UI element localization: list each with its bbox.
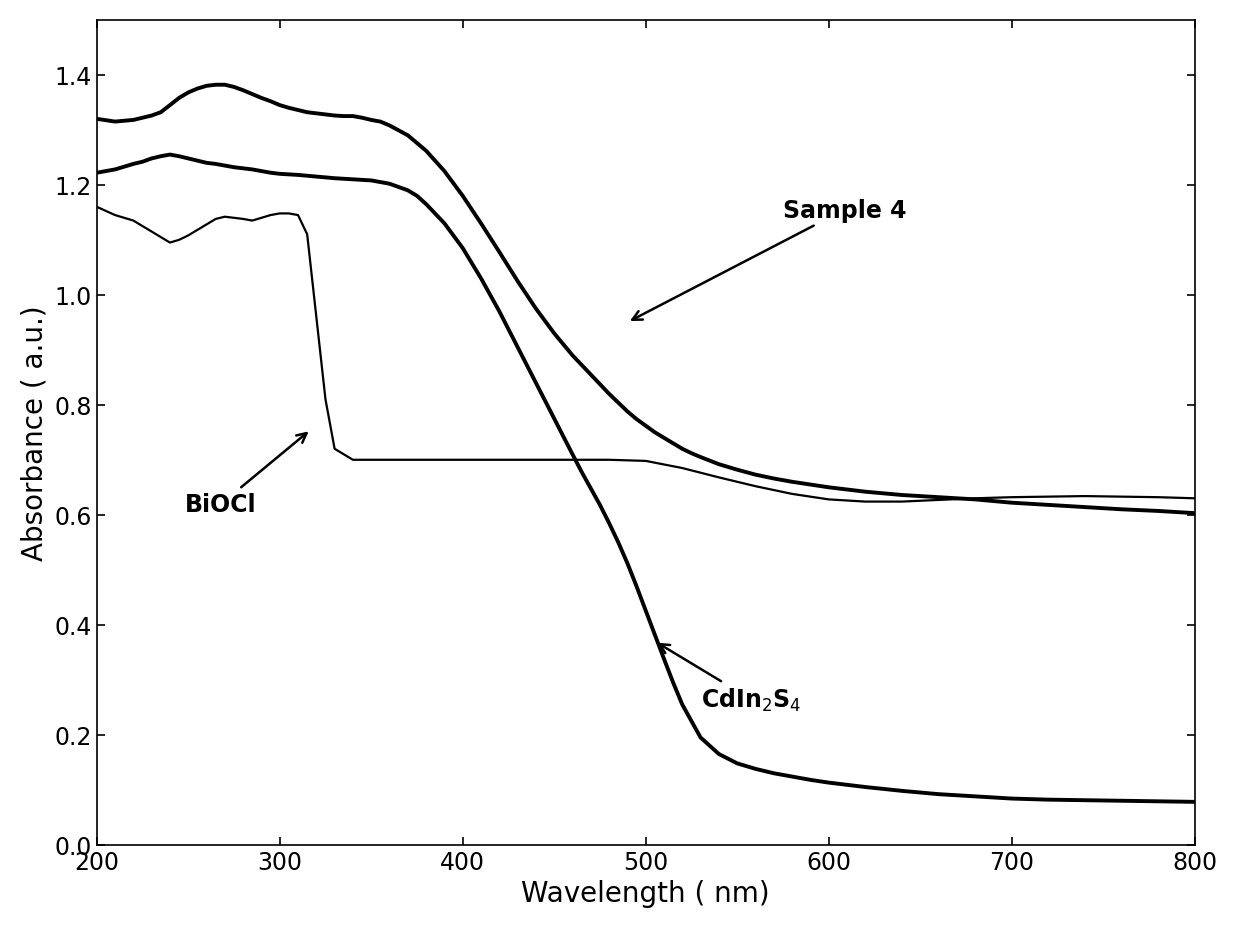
- Y-axis label: Absorbance ( a.u.): Absorbance ( a.u.): [21, 305, 48, 561]
- Text: CdIn$_2$S$_4$: CdIn$_2$S$_4$: [660, 644, 801, 713]
- Text: BiOCl: BiOCl: [186, 433, 307, 516]
- X-axis label: Wavelength ( nm): Wavelength ( nm): [521, 879, 770, 908]
- Text: Sample 4: Sample 4: [633, 199, 906, 320]
